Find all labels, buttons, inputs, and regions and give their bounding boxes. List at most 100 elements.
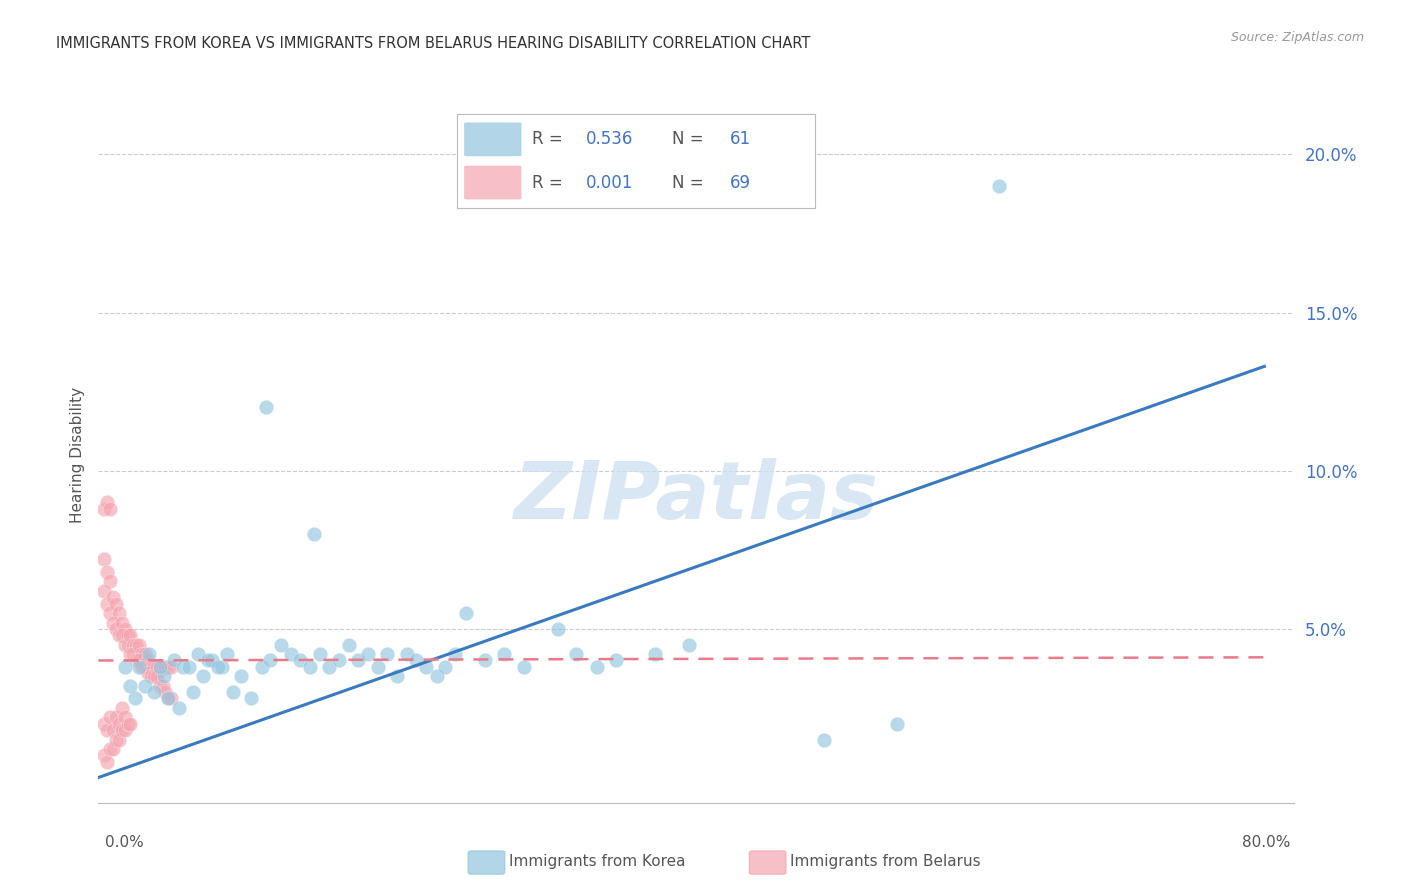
- Point: [177, 660, 200, 674]
- Point: [93, 583, 115, 598]
- Point: [434, 660, 457, 674]
- Point: [425, 669, 447, 683]
- Point: [254, 401, 277, 415]
- Point: [134, 660, 156, 674]
- Point: [513, 660, 536, 674]
- Point: [172, 660, 194, 674]
- Point: [193, 669, 215, 683]
- Point: [644, 647, 666, 661]
- Text: 0.0%: 0.0%: [105, 836, 145, 850]
- Point: [111, 628, 134, 642]
- Point: [492, 647, 515, 661]
- Point: [139, 669, 162, 683]
- Text: ZIPatlas: ZIPatlas: [513, 458, 879, 536]
- Point: [152, 660, 174, 674]
- Point: [367, 660, 389, 674]
- Point: [215, 647, 238, 661]
- Point: [117, 628, 139, 642]
- Point: [122, 638, 145, 652]
- Text: 80.0%: 80.0%: [1243, 836, 1291, 850]
- Point: [357, 647, 380, 661]
- Point: [96, 565, 118, 579]
- Point: [142, 669, 165, 683]
- Point: [240, 691, 263, 706]
- Point: [128, 638, 150, 652]
- Point: [128, 653, 150, 667]
- Point: [298, 660, 321, 674]
- Point: [157, 691, 180, 706]
- Point: [98, 742, 121, 756]
- Point: [104, 710, 127, 724]
- Point: [114, 622, 136, 636]
- Point: [405, 653, 427, 667]
- Point: [108, 716, 131, 731]
- Point: [415, 660, 437, 674]
- Point: [93, 501, 115, 516]
- Point: [167, 701, 190, 715]
- Point: [318, 660, 340, 674]
- Point: [547, 622, 569, 636]
- Point: [108, 732, 131, 747]
- Point: [108, 606, 131, 620]
- Point: [155, 685, 177, 699]
- Point: [375, 647, 398, 661]
- Point: [309, 647, 332, 661]
- Point: [157, 691, 180, 706]
- Point: [181, 685, 204, 699]
- Point: [104, 597, 127, 611]
- Point: [211, 660, 233, 674]
- Point: [270, 638, 292, 652]
- Point: [98, 501, 121, 516]
- Point: [138, 647, 160, 661]
- Point: [96, 755, 118, 769]
- Point: [96, 723, 118, 737]
- Point: [128, 660, 150, 674]
- Point: [250, 660, 273, 674]
- Point: [385, 669, 408, 683]
- Point: [145, 660, 167, 674]
- Point: [565, 647, 588, 661]
- Point: [104, 732, 127, 747]
- Point: [337, 638, 360, 652]
- Text: Immigrants from Korea: Immigrants from Korea: [509, 855, 686, 869]
- Point: [155, 660, 177, 674]
- Point: [396, 647, 419, 661]
- Point: [101, 591, 124, 605]
- Point: [142, 685, 165, 699]
- Point: [96, 597, 118, 611]
- Point: [221, 685, 243, 699]
- Point: [111, 723, 134, 737]
- Point: [134, 679, 156, 693]
- Point: [207, 660, 229, 674]
- Point: [160, 660, 183, 674]
- Point: [114, 723, 136, 737]
- Point: [104, 622, 127, 636]
- Point: [813, 732, 835, 747]
- Point: [886, 716, 908, 731]
- Point: [444, 647, 467, 661]
- Point: [125, 653, 148, 667]
- Text: IMMIGRANTS FROM KOREA VS IMMIGRANTS FROM BELARUS HEARING DISABILITY CORRELATION : IMMIGRANTS FROM KOREA VS IMMIGRANTS FROM…: [56, 36, 811, 51]
- Point: [114, 710, 136, 724]
- Point: [111, 701, 134, 715]
- Point: [586, 660, 609, 674]
- Point: [988, 179, 1011, 194]
- Point: [152, 679, 174, 693]
- Point: [259, 653, 281, 667]
- Y-axis label: Hearing Disability: Hearing Disability: [69, 387, 84, 523]
- Point: [131, 647, 153, 661]
- Point: [201, 653, 224, 667]
- Point: [101, 723, 124, 737]
- Point: [186, 647, 208, 661]
- Text: Immigrants from Belarus: Immigrants from Belarus: [790, 855, 981, 869]
- Point: [114, 638, 136, 652]
- Point: [98, 606, 121, 620]
- Point: [328, 653, 350, 667]
- Point: [134, 647, 156, 661]
- Point: [163, 653, 186, 667]
- Point: [231, 669, 253, 683]
- Point: [93, 716, 115, 731]
- Point: [120, 647, 142, 661]
- Point: [302, 527, 325, 541]
- Point: [136, 653, 159, 667]
